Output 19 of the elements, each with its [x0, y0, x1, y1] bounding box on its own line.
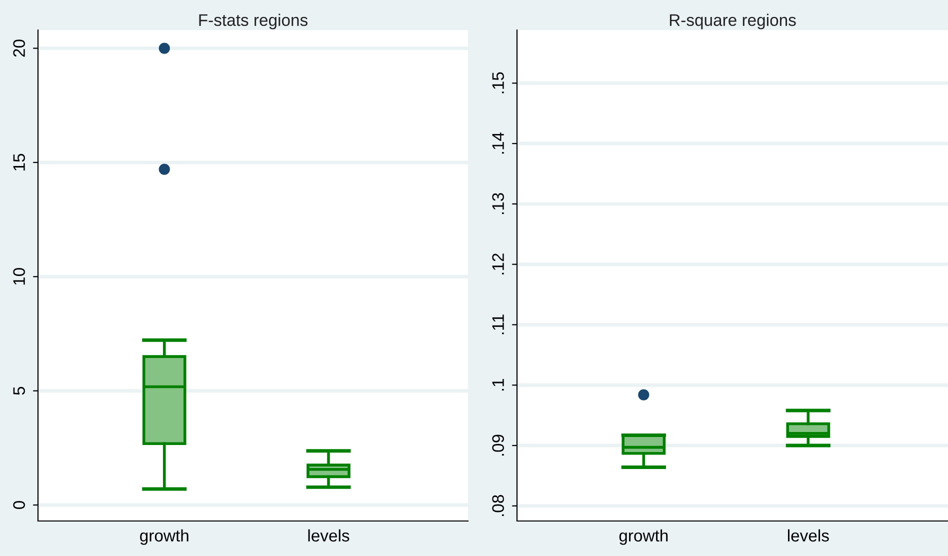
- y-tick-label: .15: [492, 72, 504, 94]
- y-tick-label: 15: [13, 154, 25, 170]
- x-tick-label: growth: [140, 529, 188, 545]
- y-tick-label: .09: [492, 434, 504, 456]
- y-tick-label: .1: [492, 378, 504, 391]
- y-tick-label: .13: [492, 193, 504, 214]
- y-tick-label: 5: [13, 386, 25, 395]
- x-tick-label: levels: [788, 529, 829, 542]
- y-tick-label: 10: [13, 268, 25, 285]
- y-tick-label: .12: [492, 254, 504, 274]
- y-tick-label: .11: [492, 314, 504, 334]
- y-tick-label: 0: [13, 501, 25, 509]
- chart-title: F-stats regions: [199, 14, 308, 30]
- y-tick-label: 20: [13, 40, 25, 57]
- chart-title: R-square regions: [670, 14, 796, 30]
- y-tick-label: .14: [492, 132, 504, 154]
- x-tick-label: growth: [619, 529, 668, 545]
- x-tick-label: levels: [308, 529, 350, 542]
- y-tick-label: .08: [492, 495, 504, 516]
